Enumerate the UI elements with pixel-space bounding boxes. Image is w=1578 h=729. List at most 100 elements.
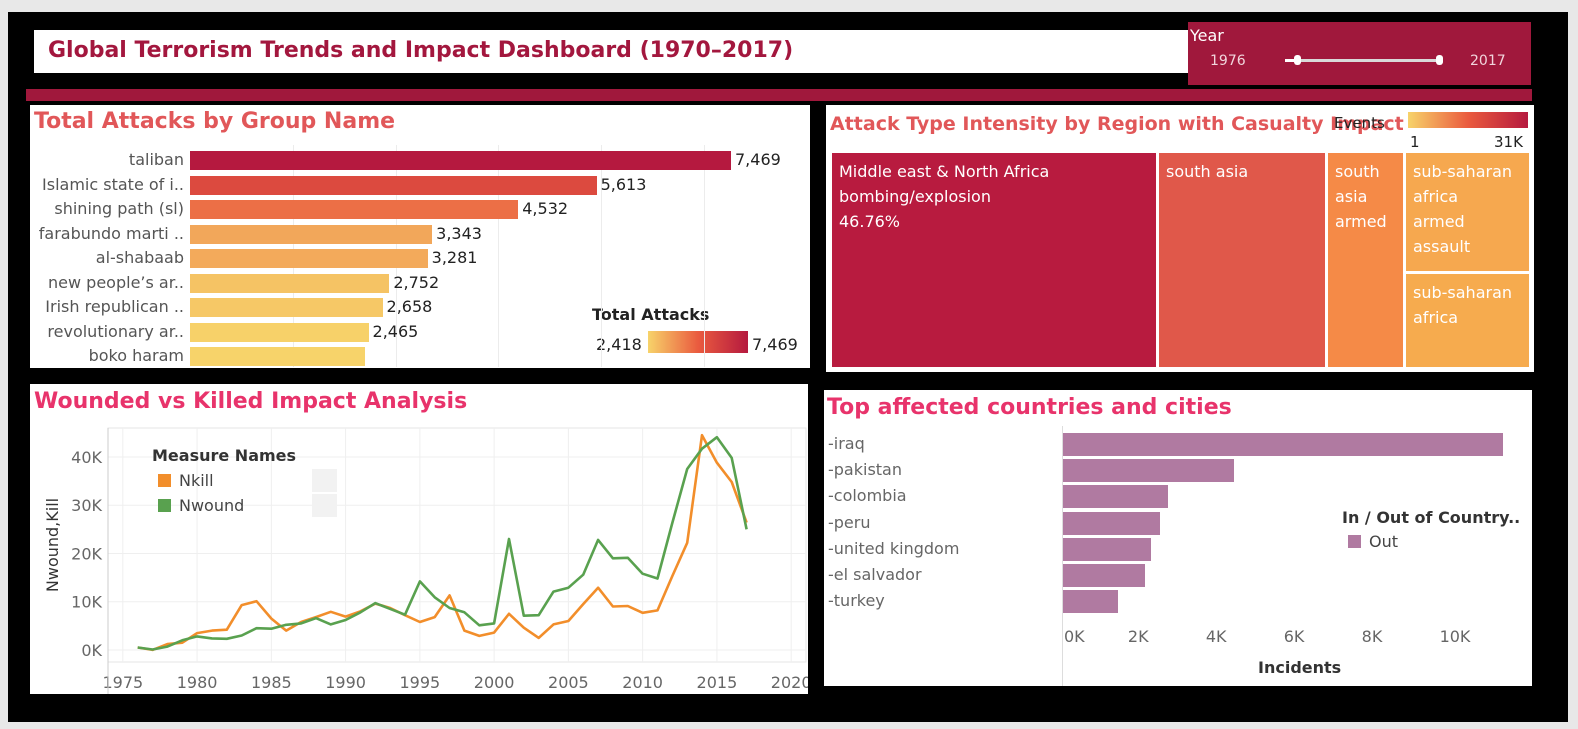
treemap-cell-south-asia-armed[interactable]: south asia armed xyxy=(1328,153,1403,367)
impact-x-tick-label: 2015 xyxy=(697,673,738,692)
measure-legend-title: Measure Names xyxy=(152,446,297,465)
year-slider-fill xyxy=(1285,59,1297,62)
header-band xyxy=(26,89,1532,101)
group-bar[interactable] xyxy=(190,347,366,366)
year-slider-track[interactable] xyxy=(1285,59,1440,62)
title-bar: Global Terrorism Trends and Impact Dashb… xyxy=(34,30,1204,73)
treemap-label-south-asia-armed: south asia armed xyxy=(1335,162,1387,231)
impact-series-line-nkill xyxy=(137,433,748,652)
impact-x-tick-label: 1975 xyxy=(102,673,143,692)
legend-swatch-nwound xyxy=(158,499,171,512)
group-bar[interactable] xyxy=(190,224,433,244)
group-category-label: taliban xyxy=(128,150,184,169)
countries-y-axis-line xyxy=(1062,426,1063,686)
impact-line-chart: 1975 1980 1985 1990 1995 2000 2005 2010 2015 2020… xyxy=(43,427,808,694)
countries-x-tick-label: 6K xyxy=(1283,627,1305,646)
impact-x-tick-label: 1995 xyxy=(400,673,441,692)
treemap-cell-ssa[interactable]: sub-saharan africa xyxy=(1406,274,1529,367)
group-bar[interactable] xyxy=(190,273,390,293)
legend-swatch-nkill xyxy=(158,474,171,487)
treemap-cell-ssa-armed-assault[interactable]: sub-saharan africa armed assault xyxy=(1406,153,1529,271)
group-value-label: 2,752 xyxy=(393,272,440,292)
total-attacks-legend-max: 7,469 xyxy=(752,335,798,354)
country-bar[interactable] xyxy=(1063,537,1151,561)
group-category-label: revolutionary ar.. xyxy=(47,321,184,341)
group-bar[interactable] xyxy=(190,175,597,195)
impact-x-tick-label: 2020 xyxy=(771,673,808,692)
group-category-label: Islamic state of i.. xyxy=(42,174,184,194)
treemap-label-ssa: sub-saharan africa xyxy=(1413,283,1513,327)
impact-x-tick-label: 2000 xyxy=(474,673,515,692)
group-grid-line xyxy=(601,145,603,367)
country-label: -iraq xyxy=(828,434,865,453)
country-label: -turkey xyxy=(828,591,885,611)
group-value-label: 3,281 xyxy=(431,248,478,267)
group-bar[interactable] xyxy=(190,322,369,342)
impact-series-line-nwound xyxy=(137,435,748,651)
year-min-value: 1976 xyxy=(1210,53,1246,69)
year-slider-max-handle[interactable] xyxy=(1436,55,1443,65)
year-filter: Year 1976 2017 xyxy=(1188,22,1531,85)
group-grid-line xyxy=(498,145,500,367)
treemap-cell-south-asia[interactable]: south asia xyxy=(1159,153,1325,367)
total-attacks-legend-title: Total Attacks xyxy=(592,305,710,324)
countries-x-tick-label: 8K xyxy=(1361,627,1383,646)
group-attacks-panel: Total Attacks by Group Name Total Attack… xyxy=(30,105,810,368)
group-category-label: farabundo marti .. xyxy=(38,223,184,243)
countries-x-tick-label: 10K xyxy=(1439,627,1471,646)
group-value-label: 2,465 xyxy=(372,321,419,341)
legend-label-nwound: Nwound xyxy=(179,496,245,515)
impact-x-tick-label: 1990 xyxy=(325,673,366,692)
country-bar[interactable] xyxy=(1063,590,1118,614)
events-legend-title: Events xyxy=(1334,114,1385,132)
year-filter-label: Year xyxy=(1190,26,1224,45)
country-label: -united kingdom xyxy=(828,538,960,558)
impact-x-tick-label: 2005 xyxy=(548,673,589,692)
countries-x-tick-label: 4K xyxy=(1205,627,1227,646)
legend-placeholder-box-1 xyxy=(312,469,337,492)
impact-y-tick-label: 20K xyxy=(71,544,102,563)
group-bar[interactable] xyxy=(190,151,731,170)
impact-y-tick-label: 30K xyxy=(71,496,102,515)
legend-swatch-out xyxy=(1348,535,1361,548)
events-legend-min: 1 xyxy=(1410,133,1420,151)
group-value-label: 4,532 xyxy=(522,199,569,218)
group-category-label: shining path (sl) xyxy=(54,199,184,218)
group-category-label: al-shabaab xyxy=(95,248,184,267)
countries-xlabel: Incidents xyxy=(1258,658,1342,677)
impact-y-axis-label: Nwound,Kill xyxy=(43,498,62,592)
group-bar[interactable] xyxy=(190,298,383,317)
attack-type-title: Attack Type Intensity by Region with Cas… xyxy=(830,113,1404,135)
country-bar[interactable] xyxy=(1063,485,1169,509)
country-label: -pakistan xyxy=(828,460,902,480)
impact-x-tick-label: 2010 xyxy=(622,673,663,692)
country-label: -el salvador xyxy=(828,565,922,584)
group-bar[interactable] xyxy=(190,249,428,268)
country-bar[interactable] xyxy=(1063,511,1161,535)
impact-y-tick-label: 40K xyxy=(71,448,102,467)
impact-panel: Wounded vs Killed Impact Analysis 1975 19… xyxy=(30,384,808,694)
attack-type-panel: Attack Type Intensity by Region with Cas… xyxy=(826,105,1534,372)
total-attacks-legend-min: 2,418 xyxy=(596,335,642,354)
legend-label-nkill: Nkill xyxy=(179,471,214,490)
impact-title: Wounded vs Killed Impact Analysis xyxy=(34,389,468,414)
treemap-label-south-asia: south asia xyxy=(1166,162,1249,181)
group-value-label: 2,658 xyxy=(386,297,433,316)
year-max-value: 2017 xyxy=(1470,53,1506,69)
group-grid-line xyxy=(703,145,705,367)
treemap-cell-mena-bombing[interactable]: Middle east & North Africa bombing/explo… xyxy=(832,153,1156,367)
country-label: -colombia xyxy=(828,486,907,506)
group-bar[interactable] xyxy=(190,200,519,219)
treemap-label-ssa-armed-assault: sub-saharan africa armed assault xyxy=(1413,162,1513,256)
group-value-label: 3,343 xyxy=(436,223,482,243)
events-legend-max: 31K xyxy=(1494,133,1523,151)
dashboard-title: Global Terrorism Trends and Impact Dashb… xyxy=(48,38,794,63)
country-bar[interactable] xyxy=(1063,433,1504,456)
country-bar[interactable] xyxy=(1063,459,1235,483)
group-value-label: 5,613 xyxy=(600,174,647,194)
countries-x-tick-label: 0K xyxy=(1064,627,1085,646)
year-slider-min-handle[interactable] xyxy=(1294,55,1301,65)
total-attacks-gradient xyxy=(648,331,748,353)
country-legend-title: In / Out of Country.. xyxy=(1342,508,1521,527)
country-bar[interactable] xyxy=(1063,564,1145,587)
